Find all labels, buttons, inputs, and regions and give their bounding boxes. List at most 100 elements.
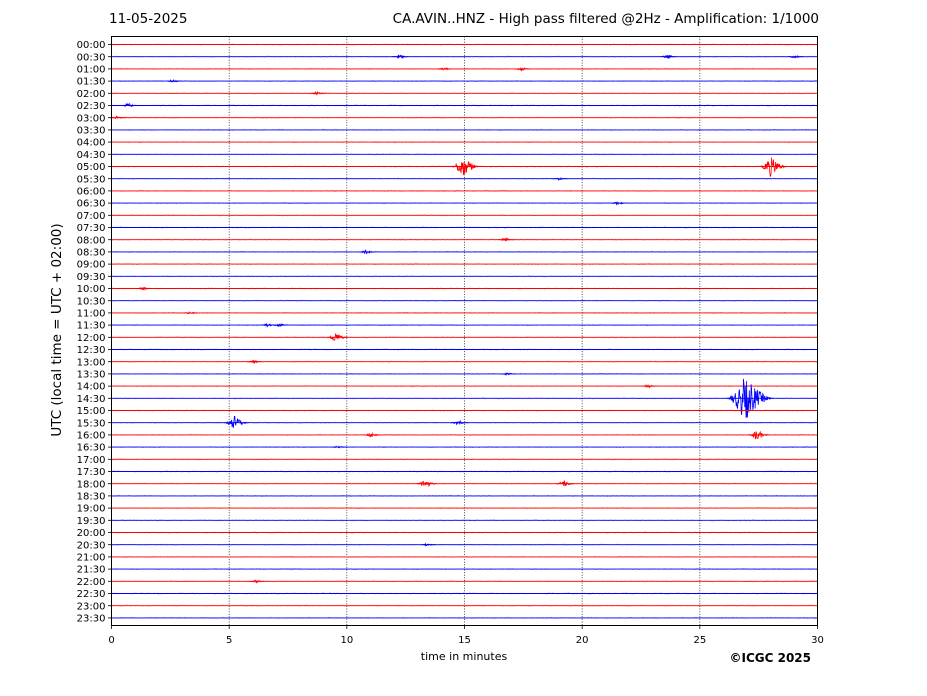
x-tick-label: 30: [811, 635, 824, 646]
trace-noise: [111, 153, 818, 156]
trace-noise: [111, 458, 818, 461]
seismic-event: [331, 445, 347, 449]
y-tick-label: 21:00: [77, 553, 106, 564]
seismic-event: [660, 54, 677, 60]
trace-noise: [111, 384, 818, 388]
seismic-event: [642, 384, 658, 389]
trace-noise: [111, 494, 818, 498]
y-tick-label: 21:30: [77, 565, 106, 576]
y-tick-label: 13:30: [77, 370, 106, 381]
seismic-event: [450, 161, 481, 176]
trace-noise: [111, 275, 818, 278]
y-tick-label: 17:30: [77, 467, 106, 478]
trace-noise: [111, 43, 818, 46]
seismic-event: [556, 479, 575, 487]
trace-noise: [111, 616, 818, 620]
seismic-event: [359, 249, 376, 255]
y-tick-label: 23:30: [77, 614, 106, 625]
y-tick-label: 20:30: [77, 540, 106, 551]
trace-noise: [111, 531, 818, 534]
y-tick-label: 05:30: [77, 174, 106, 185]
y-tick-label: 15:00: [77, 406, 106, 417]
trace-noise: [111, 79, 818, 83]
seismic-traces: [110, 43, 818, 620]
y-tick-label: 00:00: [77, 40, 106, 51]
trace-noise: [111, 55, 818, 58]
trace-noise: [111, 128, 818, 132]
y-tick-label: 01:00: [77, 65, 106, 76]
seismic-event: [327, 332, 348, 341]
seismic-event: [437, 67, 453, 71]
chart-title: CA.AVIN..HNZ - High pass filtered @2Hz -…: [392, 11, 819, 27]
y-tick-label: 22:00: [77, 577, 106, 588]
seismic-event: [552, 176, 568, 181]
vertical-gridlines: [228, 36, 701, 626]
date-label: 11-05-2025: [109, 11, 188, 27]
y-tick-label: 20:00: [77, 528, 106, 539]
y-tick-label: 16:00: [77, 431, 106, 442]
seismic-event: [759, 157, 788, 177]
y-tick-label: 23:00: [77, 601, 106, 612]
trace-noise: [111, 299, 818, 302]
x-tick-label: 25: [693, 635, 706, 646]
trace-noise: [111, 409, 818, 412]
y-tick-label: 00:30: [77, 52, 106, 63]
y-tick-label: 22:30: [77, 589, 106, 600]
trace-noise: [111, 104, 818, 107]
copyright-label: ©ICGC 2025: [729, 651, 811, 665]
seismic-event: [501, 372, 516, 377]
seismic-event: [416, 480, 437, 487]
trace-noise: [111, 519, 818, 522]
seismic-event: [121, 102, 138, 108]
y-tick-label: 11:00: [77, 309, 106, 320]
trace-noise: [111, 201, 818, 205]
seismic-event: [246, 359, 263, 365]
trace-noise: [111, 397, 818, 400]
y-tick-label: 18:00: [77, 479, 106, 490]
y-tick-label: 07:30: [77, 223, 106, 234]
plot-frame: [111, 36, 818, 626]
trace-noise: [111, 470, 818, 473]
trace-noise: [111, 238, 818, 241]
trace-noise: [111, 311, 818, 315]
seismic-event: [498, 237, 515, 242]
y-tick-label: 09:00: [77, 260, 106, 271]
trace-noise: [111, 116, 818, 119]
seismic-event: [249, 579, 265, 584]
seismic-event: [363, 431, 381, 438]
y-tick-label: 14:30: [77, 394, 106, 405]
y-tick-label: 08:00: [77, 235, 106, 246]
seismic-event: [224, 415, 249, 428]
y-tick-label: 04:00: [77, 138, 106, 149]
seismic-event: [136, 286, 152, 291]
trace-noise: [111, 592, 818, 595]
trace-noise: [111, 543, 818, 546]
y-tick-label: 02:00: [77, 89, 106, 100]
trace-noise: [111, 555, 818, 559]
trace-noise: [111, 336, 818, 339]
trace-noise: [111, 348, 818, 351]
trace-noise: [111, 506, 818, 510]
y-tick-label: 06:00: [77, 187, 106, 198]
y-tick-label: 16:30: [77, 443, 106, 454]
seismic-event: [272, 323, 289, 327]
y-tick-label: 10:30: [77, 296, 106, 307]
y-tick-label: 09:30: [77, 272, 106, 283]
y-tick-label: 03:30: [77, 126, 106, 137]
trace-noise: [111, 214, 818, 217]
trace-noise: [111, 482, 818, 485]
seismic-event: [787, 54, 804, 59]
y-tick-label: 06:30: [77, 199, 106, 210]
seismic-event: [514, 66, 531, 72]
y-tick-label: 12:30: [77, 345, 106, 356]
y-tick-label: 08:30: [77, 248, 106, 259]
trace-noise: [111, 250, 818, 254]
y-tick-label: 19:30: [77, 516, 106, 527]
x-axis-label: time in minutes: [420, 650, 508, 663]
y-tick-label: 04:30: [77, 150, 106, 161]
x-axis-ticks: 0 5 10 15 20 25 30: [108, 625, 824, 646]
y-tick-label: 12:00: [77, 333, 106, 344]
seismic-event: [748, 430, 770, 440]
trace-noise: [111, 421, 818, 424]
